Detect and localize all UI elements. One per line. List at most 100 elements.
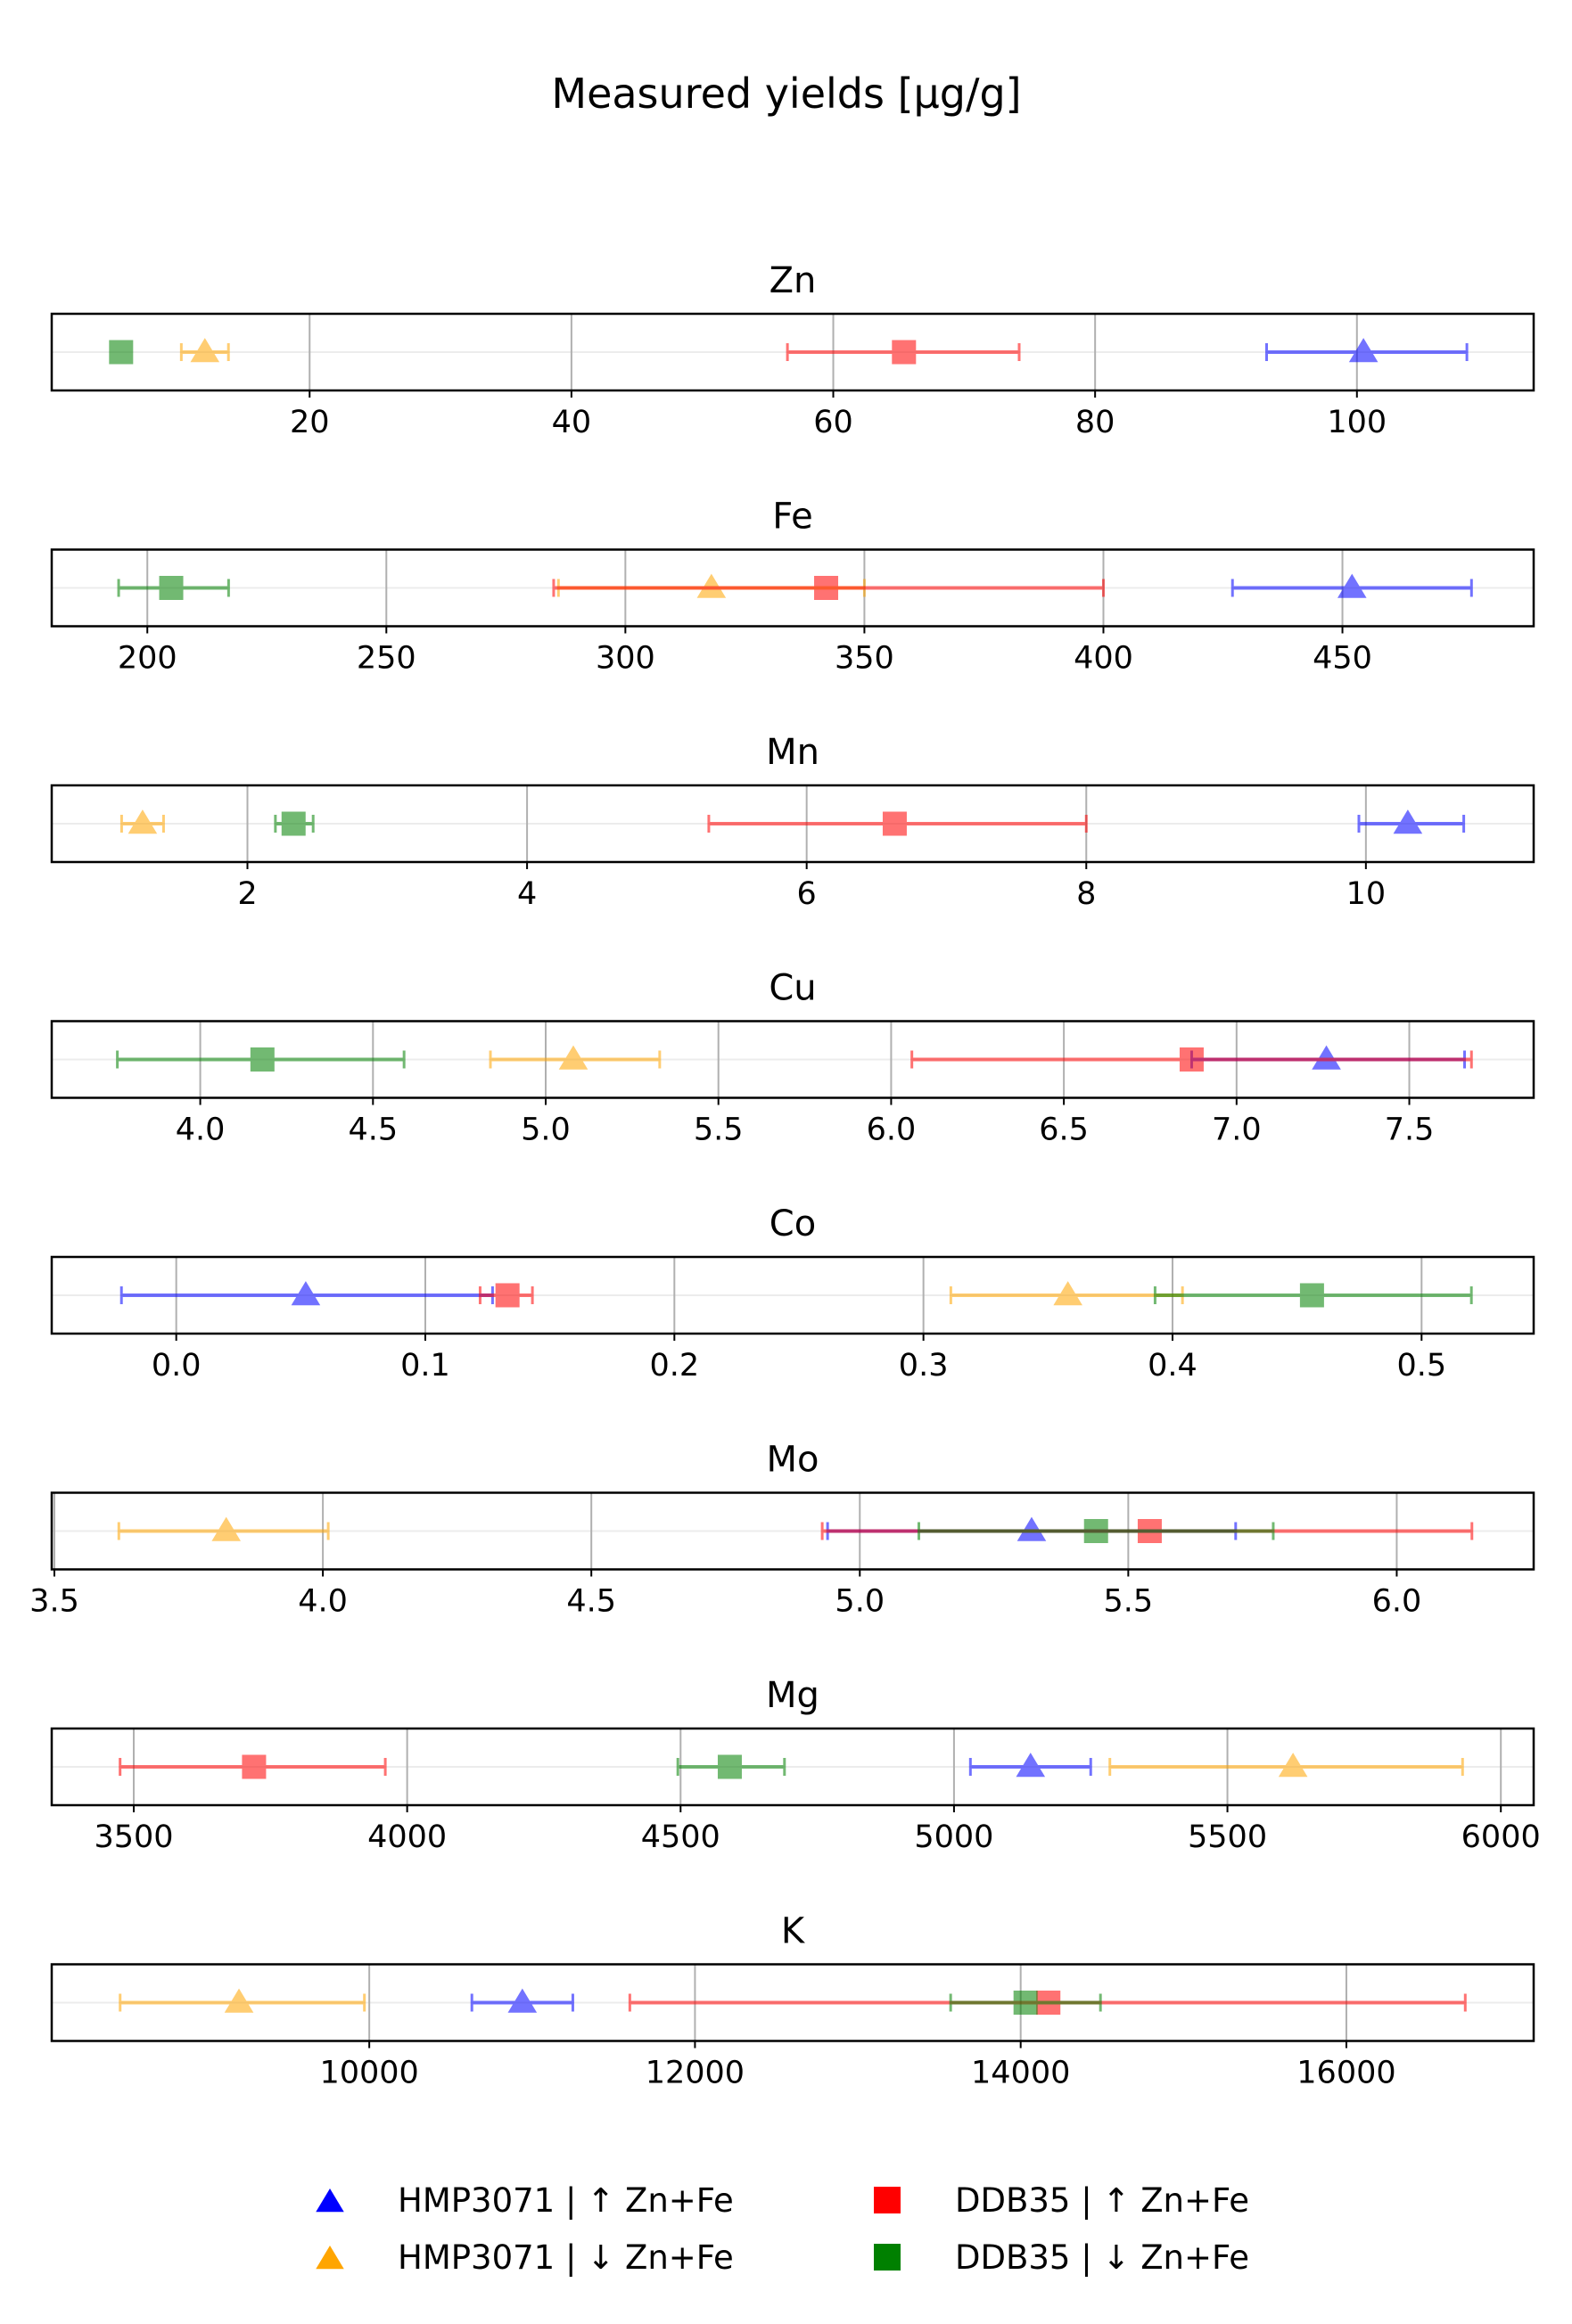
tick-label: 0.5: [1396, 1348, 1446, 1384]
marker-triangle: [224, 1988, 254, 2013]
data-point: [910, 1047, 1473, 1072]
marker-square: [159, 576, 184, 600]
tick-label: 10000: [319, 2056, 418, 2091]
legend-marker-square: [874, 2187, 901, 2213]
legend-marker-triangle: [316, 2246, 344, 2270]
tick-label: 40: [552, 405, 592, 440]
tick-label: 6000: [1461, 1819, 1541, 1855]
marker-triangle: [291, 1281, 321, 1306]
chart-title: Measured yields [µg/g]: [551, 70, 1021, 118]
data-point: [918, 1519, 1275, 1543]
tick-label: 4.0: [298, 1584, 348, 1620]
tick-label: 14000: [971, 2056, 1070, 2091]
tick-label: 80: [1075, 405, 1115, 440]
tick-label: 4.5: [566, 1584, 616, 1620]
tick-label: 200: [118, 641, 177, 677]
marker-square: [1299, 1283, 1324, 1308]
data-point: [116, 1047, 406, 1072]
axes-frame: [50, 548, 1535, 628]
data-point: [949, 1991, 1102, 2015]
marker-square: [242, 1754, 267, 1779]
marker-square: [1083, 1519, 1108, 1543]
data-point: [1357, 809, 1466, 834]
axes-frame: [50, 312, 1535, 392]
tick-label: 6.0: [1372, 1584, 1422, 1620]
panel-title: Mn: [766, 732, 819, 773]
panel-title: Fe: [772, 497, 812, 538]
data-point: [489, 1045, 662, 1070]
panel-mn: Mn 2 4 6 8 10: [50, 732, 1535, 912]
tick-label: 7.0: [1212, 1113, 1262, 1148]
tick-label: 20: [290, 405, 330, 440]
marker-triangle: [128, 809, 158, 834]
axes-frame: [50, 1255, 1535, 1335]
tick-label: 3500: [94, 1819, 173, 1855]
data-point: [676, 1754, 786, 1779]
legend-marker-triangle: [316, 2189, 344, 2213]
panel-title: Co: [770, 1203, 816, 1244]
axes-frame: [50, 1491, 1535, 1571]
legend-marker-square: [874, 2244, 901, 2271]
tick-label: 60: [813, 405, 853, 440]
marker-square: [250, 1047, 275, 1072]
marker-triangle: [1053, 1281, 1082, 1306]
data-point: [1264, 338, 1469, 363]
tick-label: 6.0: [867, 1113, 917, 1148]
tick-label: 12000: [646, 2056, 745, 2091]
data-point: [274, 811, 315, 836]
legend: HMP3071 | ↑ Zn+Fe HMP3071 | ↓ Zn+Fe DDB35 …: [316, 2181, 1249, 2277]
tick-label: 400: [1074, 641, 1133, 677]
axes-frame: [50, 1727, 1535, 1807]
legend-label: HMP3071 | ↑ Zn+Fe: [398, 2181, 734, 2220]
tick-label: 0.2: [649, 1348, 699, 1384]
tick-label: 250: [357, 641, 416, 677]
marker-triangle: [507, 1988, 538, 2013]
marker-square: [1179, 1047, 1204, 1072]
panel-zn: Zn 20 40 60 80 100: [50, 260, 1535, 440]
tick-label: 0.4: [1148, 1348, 1198, 1384]
data-point: [707, 811, 1088, 836]
axes-frame: [50, 1020, 1535, 1099]
data-point: [949, 1281, 1184, 1306]
panel-title: Zn: [770, 260, 817, 301]
tick-label: 6.5: [1039, 1113, 1089, 1148]
data-point: [119, 1988, 366, 2013]
tick-label: 300: [596, 641, 655, 677]
marker-square: [892, 340, 917, 365]
data-point: [179, 338, 230, 363]
data-point: [1153, 1283, 1473, 1308]
marker-triangle: [1278, 1753, 1308, 1778]
panel-title: Mg: [766, 1675, 819, 1716]
tick-label: 5000: [914, 1819, 993, 1855]
tick-label: 8: [1076, 876, 1096, 912]
tick-label: 5.5: [694, 1113, 744, 1148]
axes-frame: [50, 1963, 1535, 2042]
tick-label: 5.0: [835, 1584, 885, 1620]
marker-triangle: [190, 338, 220, 363]
data-point: [117, 1516, 330, 1541]
data-point: [1230, 573, 1473, 598]
tick-label: 4500: [641, 1819, 720, 1855]
tick-label: 16000: [1296, 2056, 1395, 2091]
data-point: [109, 340, 134, 365]
marker-square: [882, 811, 907, 836]
data-point: [119, 1281, 494, 1306]
tick-label: 4.5: [348, 1113, 398, 1148]
legend-label: HMP3071 | ↓ Zn+Fe: [398, 2238, 734, 2277]
tick-label: 4000: [367, 1819, 447, 1855]
data-point: [552, 576, 1105, 600]
marker-square: [717, 1754, 742, 1779]
tick-label: 6: [797, 876, 817, 912]
panel-title: Mo: [767, 1440, 819, 1481]
tick-label: 3.5: [29, 1584, 79, 1620]
panel-mg: Mg 3500 4000 4500 5000 5500 6000: [50, 1675, 1541, 1855]
tick-label: 5500: [1188, 1819, 1267, 1855]
panel-co: Co 0.0 0.1 0.2 0.3 0.4 0.5: [50, 1203, 1535, 1384]
data-point: [478, 1283, 534, 1308]
data-point: [786, 340, 1021, 365]
legend-label: DDB35 | ↑ Zn+Fe: [955, 2181, 1249, 2220]
marker-square: [281, 811, 306, 836]
marker-square: [814, 576, 839, 600]
tick-label: 100: [1327, 405, 1387, 440]
marker-triangle: [558, 1045, 588, 1070]
